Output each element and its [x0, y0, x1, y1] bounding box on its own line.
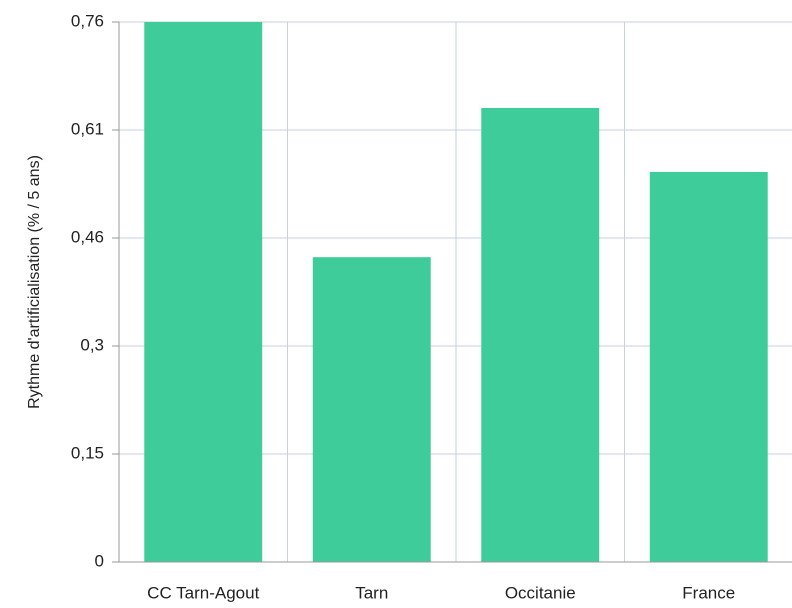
x-tick-label: France: [682, 583, 735, 602]
y-tick-label: 0: [95, 551, 104, 570]
y-axis-label: Rythme d'artificialisation (% / 5 ans): [26, 155, 43, 409]
x-tick-label: Occitanie: [505, 583, 576, 602]
x-tick-label: CC Tarn-Agout: [147, 583, 259, 602]
x-tick-label: Tarn: [355, 583, 388, 602]
y-tick-label: 0,76: [71, 11, 104, 30]
y-tick-label: 0,15: [71, 443, 104, 462]
y-tick-label: 0,3: [80, 335, 104, 354]
y-tick-label: 0,61: [71, 119, 104, 138]
bar: [144, 22, 263, 562]
bar: [312, 257, 431, 562]
bar: [481, 107, 600, 562]
y-tick-label: 0,46: [71, 227, 104, 246]
bar: [649, 171, 768, 562]
